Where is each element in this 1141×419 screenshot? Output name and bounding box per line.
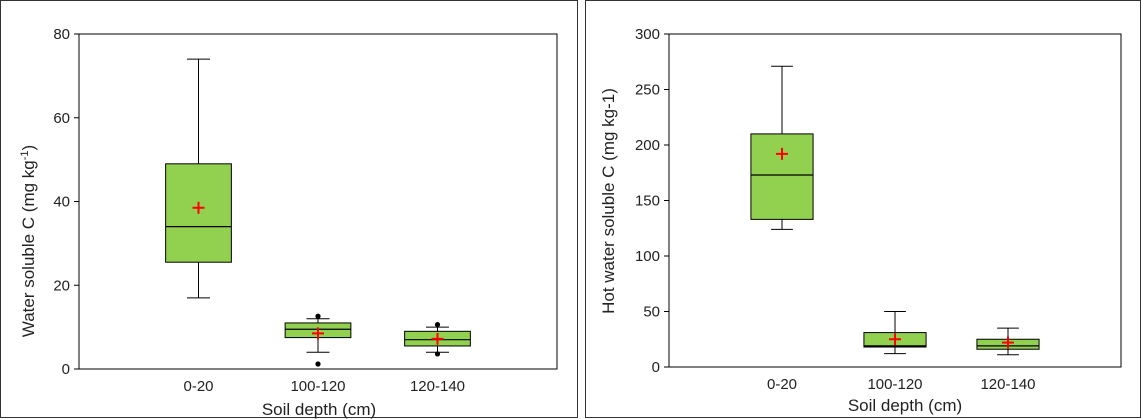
x-tick-label: 120-140 bbox=[410, 378, 465, 395]
outlier-point bbox=[315, 313, 321, 319]
box-iqr bbox=[750, 133, 814, 220]
y-tick-label: 80 bbox=[53, 26, 70, 43]
y-tick-label: 20 bbox=[53, 277, 70, 294]
x-axis-label: Soil depth (cm) bbox=[848, 396, 962, 415]
outlier-point bbox=[434, 351, 441, 357]
y-tick-label: 0 bbox=[652, 359, 660, 376]
y-tick-label: 100 bbox=[635, 248, 660, 265]
outlier-point bbox=[434, 322, 441, 328]
y-tick-label: 60 bbox=[53, 110, 70, 127]
y-tick-label: 150 bbox=[635, 193, 660, 210]
outlier-point bbox=[315, 361, 321, 367]
x-tick-label: 120-140 bbox=[980, 376, 1035, 393]
x-tick-label: 100-120 bbox=[867, 376, 922, 393]
y-axis-label: Water soluble C (mg kg-1) bbox=[19, 145, 38, 337]
x-tick-label: 0-20 bbox=[767, 376, 797, 393]
chart-panel-water-soluble-c: Water soluble C (mg kg-1) Soil depth (cm… bbox=[0, 0, 578, 419]
x-tick-label: 100-120 bbox=[290, 378, 345, 395]
y-tick-label: 200 bbox=[635, 137, 660, 154]
chart-svg-right: Hot water soluble C (mg kg-1) Soil depth… bbox=[599, 26, 1122, 415]
y-tick-label: 50 bbox=[643, 304, 660, 321]
y-tick-label: 40 bbox=[53, 194, 70, 211]
chart-panel-hot-water-soluble-c: Hot water soluble C (mg kg-1) Soil depth… bbox=[585, 0, 1141, 418]
y-axis-label: Hot water soluble C (mg kg-1) bbox=[599, 88, 618, 314]
x-tick-label: 0-20 bbox=[183, 378, 213, 395]
chart-svg-left: Water soluble C (mg kg-1) Soil depth (cm… bbox=[19, 26, 558, 419]
y-tick-label: 300 bbox=[635, 26, 660, 43]
y-tick-label: 250 bbox=[635, 82, 660, 99]
y-tick-label: 0 bbox=[62, 361, 70, 378]
x-axis-label: Soil depth (cm) bbox=[262, 400, 376, 419]
